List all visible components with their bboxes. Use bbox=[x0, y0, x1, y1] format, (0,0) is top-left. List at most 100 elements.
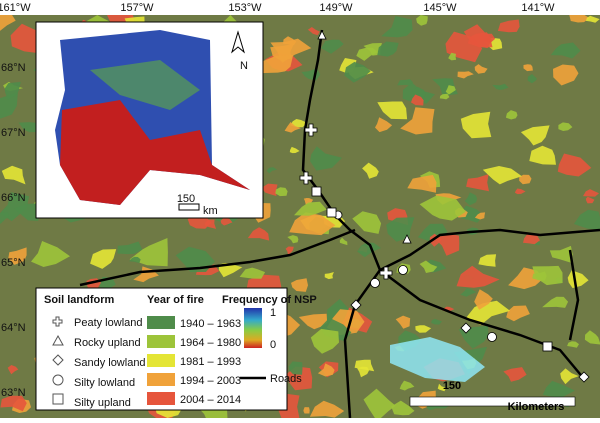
fire-patch bbox=[415, 325, 432, 333]
fire-patch bbox=[456, 265, 500, 288]
fire-patch bbox=[339, 237, 348, 246]
soil-title: Soil landform bbox=[44, 294, 115, 306]
fire-patch bbox=[285, 246, 294, 256]
fire-patch bbox=[457, 71, 474, 79]
fire-patch bbox=[375, 117, 393, 133]
fire-patch bbox=[289, 146, 300, 154]
fire-patch bbox=[362, 162, 379, 179]
fire-patch bbox=[542, 380, 575, 397]
soil-symbols bbox=[52, 316, 64, 405]
nsp-ramp bbox=[244, 308, 262, 348]
fire-patch bbox=[549, 245, 573, 263]
roads-label: Roads bbox=[270, 373, 302, 385]
north-label: N bbox=[240, 60, 248, 72]
fire-patch bbox=[573, 209, 600, 230]
lat-label: 63°N bbox=[1, 387, 26, 399]
fire-patch bbox=[532, 271, 547, 281]
fire-patch bbox=[303, 407, 310, 414]
lat-label: 65°N bbox=[1, 257, 26, 269]
lon-label: 153°W bbox=[228, 2, 262, 14]
fire-patch bbox=[310, 146, 342, 171]
fire-patch bbox=[309, 400, 345, 418]
fire-patch bbox=[407, 174, 437, 193]
fire-patch bbox=[569, 15, 590, 23]
lat-label: 64°N bbox=[1, 322, 26, 334]
fire-patch bbox=[0, 92, 18, 119]
fire-patch bbox=[275, 187, 288, 197]
fire-patch bbox=[310, 328, 339, 354]
fire-patch bbox=[291, 278, 308, 292]
fire-patch bbox=[4, 81, 21, 100]
soil-label: Sandy lowland bbox=[74, 357, 146, 369]
fire-patch bbox=[400, 107, 435, 135]
fire-patch bbox=[31, 241, 70, 267]
inset: N 150 km bbox=[35, 21, 264, 219]
fire-patch bbox=[584, 330, 600, 345]
fire-patch bbox=[416, 15, 428, 26]
fire-patch bbox=[14, 203, 42, 221]
nsp-low: 0 bbox=[270, 339, 276, 351]
lon-label: 149°W bbox=[319, 2, 353, 14]
fire-patch bbox=[558, 122, 573, 131]
fire-patch bbox=[175, 246, 215, 272]
site-markers bbox=[299, 30, 590, 383]
fire-patch bbox=[399, 380, 415, 391]
fire-label: 1994 – 2003 bbox=[180, 375, 241, 387]
fire-patch bbox=[317, 363, 335, 377]
fire-patch bbox=[508, 267, 543, 290]
fire-patch bbox=[474, 289, 493, 310]
fire-patch bbox=[439, 93, 450, 100]
fire-patch bbox=[129, 256, 141, 264]
lat-label: 66°N bbox=[1, 192, 26, 204]
fire-patch bbox=[321, 39, 344, 54]
fire-patch bbox=[550, 42, 581, 59]
fire-patch bbox=[377, 101, 408, 120]
fire-patch bbox=[467, 32, 492, 49]
fire-swatch bbox=[147, 392, 175, 405]
fire-patch bbox=[497, 19, 520, 33]
fire-patch bbox=[466, 174, 489, 192]
inset-scale-distance: 150 bbox=[177, 193, 195, 205]
fire-patch bbox=[344, 61, 371, 83]
soil-label: Peaty lowland bbox=[74, 317, 143, 329]
fire-patch bbox=[290, 119, 308, 128]
soil-label: Silty lowland bbox=[74, 377, 135, 389]
inset-scale-unit: km bbox=[203, 205, 218, 217]
fire-swatch bbox=[147, 354, 175, 367]
legend: Soil landform Year of fire Frequency of … bbox=[35, 287, 317, 411]
fire-patch bbox=[239, 267, 266, 279]
fire-patch bbox=[307, 27, 320, 36]
fire-patch bbox=[519, 174, 532, 185]
fire-title: Year of fire bbox=[147, 294, 204, 306]
fire-patch bbox=[218, 262, 243, 278]
fire-patch bbox=[583, 189, 599, 197]
fire-patch bbox=[585, 196, 595, 204]
fire-patch bbox=[377, 41, 399, 57]
fire-patch bbox=[117, 241, 143, 255]
soil-label: Rocky upland bbox=[74, 337, 141, 349]
fire-patch bbox=[247, 227, 270, 241]
fire-patch bbox=[523, 64, 533, 72]
fire-patch bbox=[506, 305, 530, 322]
fire-label: 1981 – 1993 bbox=[180, 356, 241, 368]
fire-patch bbox=[324, 272, 334, 280]
lat-label: 68°N bbox=[1, 62, 26, 74]
graticule-labels: 161°W 157°W 153°W 149°W 145°W 141°W 68°N 67°N 66… bbox=[0, 2, 555, 399]
lon-label: 141°W bbox=[521, 2, 555, 14]
fire-patch bbox=[288, 361, 303, 375]
fire-patch bbox=[431, 318, 442, 325]
fire-patch bbox=[567, 341, 579, 348]
inset-green bbox=[90, 60, 200, 110]
fire-patch bbox=[523, 233, 540, 245]
legend-box bbox=[35, 287, 288, 411]
fire-patch bbox=[261, 55, 294, 74]
fire-patch bbox=[503, 367, 527, 382]
fire-patch bbox=[542, 296, 569, 308]
scale-bar bbox=[409, 396, 576, 407]
nsp-high: 1 bbox=[270, 307, 276, 319]
fire-patch bbox=[529, 145, 556, 165]
fire-patch bbox=[419, 195, 466, 221]
glacier bbox=[390, 337, 485, 382]
fire-patch bbox=[553, 64, 579, 86]
lon-label: 157°W bbox=[120, 2, 154, 14]
